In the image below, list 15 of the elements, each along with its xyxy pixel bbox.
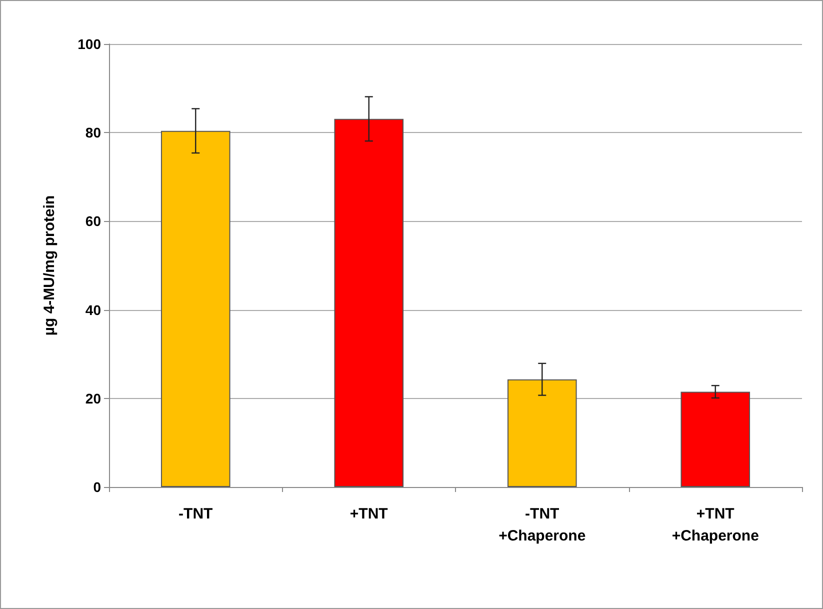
- x-tick-label: +TNT: [350, 506, 388, 522]
- x-tick-label: +TNT +Chaperone: [672, 506, 759, 544]
- y-tick-label: 100: [78, 36, 102, 52]
- y-tick-label: 20: [85, 390, 102, 406]
- bar: [334, 118, 404, 487]
- y-tick-label: 80: [85, 124, 102, 141]
- bar: [507, 379, 577, 487]
- x-tick-label: -TNT +Chaperone: [498, 506, 586, 544]
- y-axis-title: µg 4-MU/mg protein: [41, 195, 58, 336]
- bar: [160, 130, 230, 487]
- y-tick-label: 40: [85, 302, 102, 318]
- bar: [680, 392, 750, 487]
- x-tick-label: -TNT: [178, 506, 213, 522]
- y-tick-label: 60: [85, 213, 102, 230]
- y-tick-label: 0: [93, 479, 102, 495]
